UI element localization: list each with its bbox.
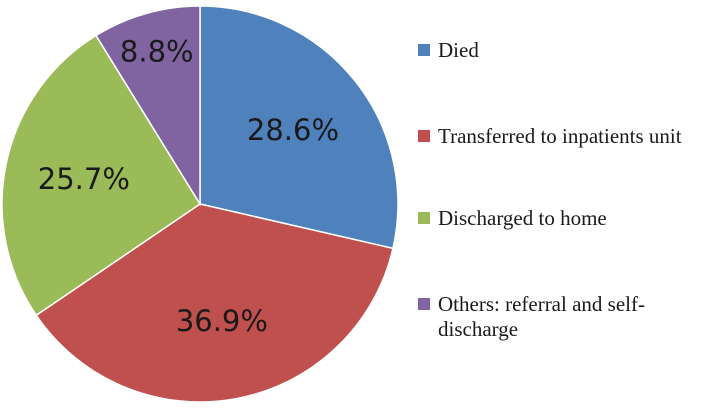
legend-swatch-0 [418, 44, 430, 56]
slice-label-2: 25.7% [38, 162, 130, 196]
legend-label-2: Discharged to home [438, 206, 607, 230]
slice-label-1: 36.9% [176, 304, 268, 338]
pie-slice-3 [94, 5, 201, 207]
slice-label-3: 8.8% [120, 35, 194, 69]
legend-label-0: Died [438, 38, 479, 62]
legend-label-3-line-1: discharge [438, 317, 518, 341]
legend-swatch-1 [418, 130, 430, 142]
pie-slices [1, 5, 399, 403]
slice-label-0: 28.6% [247, 113, 339, 147]
pie-slice-0 [199, 5, 399, 250]
pie-slice-2 [1, 34, 202, 317]
legend-swatch-3 [418, 298, 430, 310]
legend-label-1: Transferred to inpatients unit [438, 124, 682, 148]
legend: Died Transferred to inpatients unit Discha… [418, 38, 682, 341]
pie-slice-1 [35, 203, 394, 403]
legend-swatch-2 [418, 212, 430, 224]
legend-label-3-line-0: Others: referral and self- [438, 292, 645, 316]
slice-labels: 28.6% 36.9% 25.7% 8.8% [38, 35, 339, 338]
